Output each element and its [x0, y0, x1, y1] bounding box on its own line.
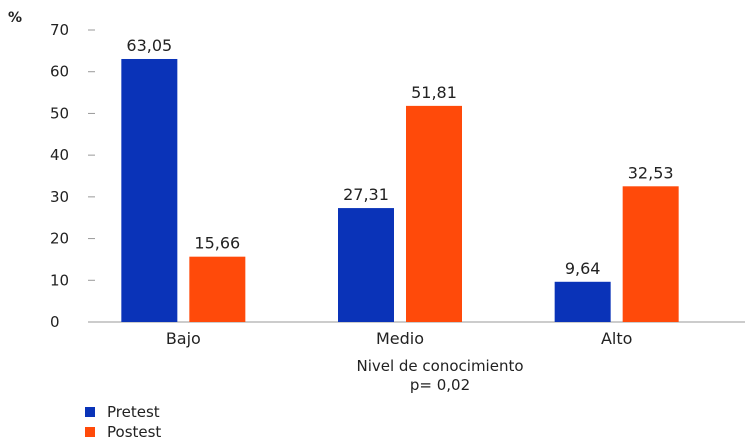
legend-item-pretest: Pretest	[85, 402, 161, 422]
data-label-postest-alto: 32,53	[628, 163, 674, 182]
bar-postest-medio	[406, 105, 462, 322]
y-tick-label: 20	[50, 230, 69, 248]
data-label-pretest-alto: 9,64	[565, 259, 601, 278]
y-tick-label: 50	[50, 104, 69, 122]
legend-item-postest: Postest	[85, 422, 161, 442]
y-unit-label: %	[8, 10, 23, 26]
y-tick-label: 70	[50, 21, 69, 39]
x-axis-title: Nivel de conocimiento	[356, 357, 524, 375]
bar-pretest-medio	[338, 208, 394, 322]
y-tick-label: 10	[50, 271, 69, 289]
y-tick-label: 60	[50, 63, 69, 81]
legend-label-pretest: Pretest	[107, 403, 160, 421]
x-category-label: Alto	[601, 329, 632, 348]
bar-pretest-bajo	[121, 58, 178, 323]
legend-swatch-pretest	[85, 407, 95, 417]
bar-postest-bajo	[189, 256, 246, 322]
legend: Pretest Postest	[85, 402, 161, 442]
bar-pretest-alto	[554, 281, 611, 322]
y-tick-label: 40	[50, 146, 69, 164]
p-value-note: p= 0,02	[409, 376, 471, 394]
x-category-label: Bajo	[166, 329, 201, 348]
data-label-pretest-medio: 27,31	[343, 185, 389, 204]
legend-label-postest: Postest	[107, 423, 162, 441]
data-label-postest-medio: 51,81	[411, 83, 457, 102]
y-tick-label: 0	[50, 313, 60, 331]
x-category-label: Medio	[376, 329, 424, 348]
data-label-postest-bajo: 15,66	[194, 234, 240, 253]
data-label-pretest-bajo: 63,05	[126, 36, 172, 55]
legend-swatch-postest	[85, 427, 95, 437]
y-tick-label: 30	[50, 188, 69, 206]
bar-postest-alto	[622, 186, 679, 322]
bar-chart: 0 10 20 30 40 50 60 70 63,05 15,66 Bajo 27,31 51,81 M…	[50, 21, 745, 348]
